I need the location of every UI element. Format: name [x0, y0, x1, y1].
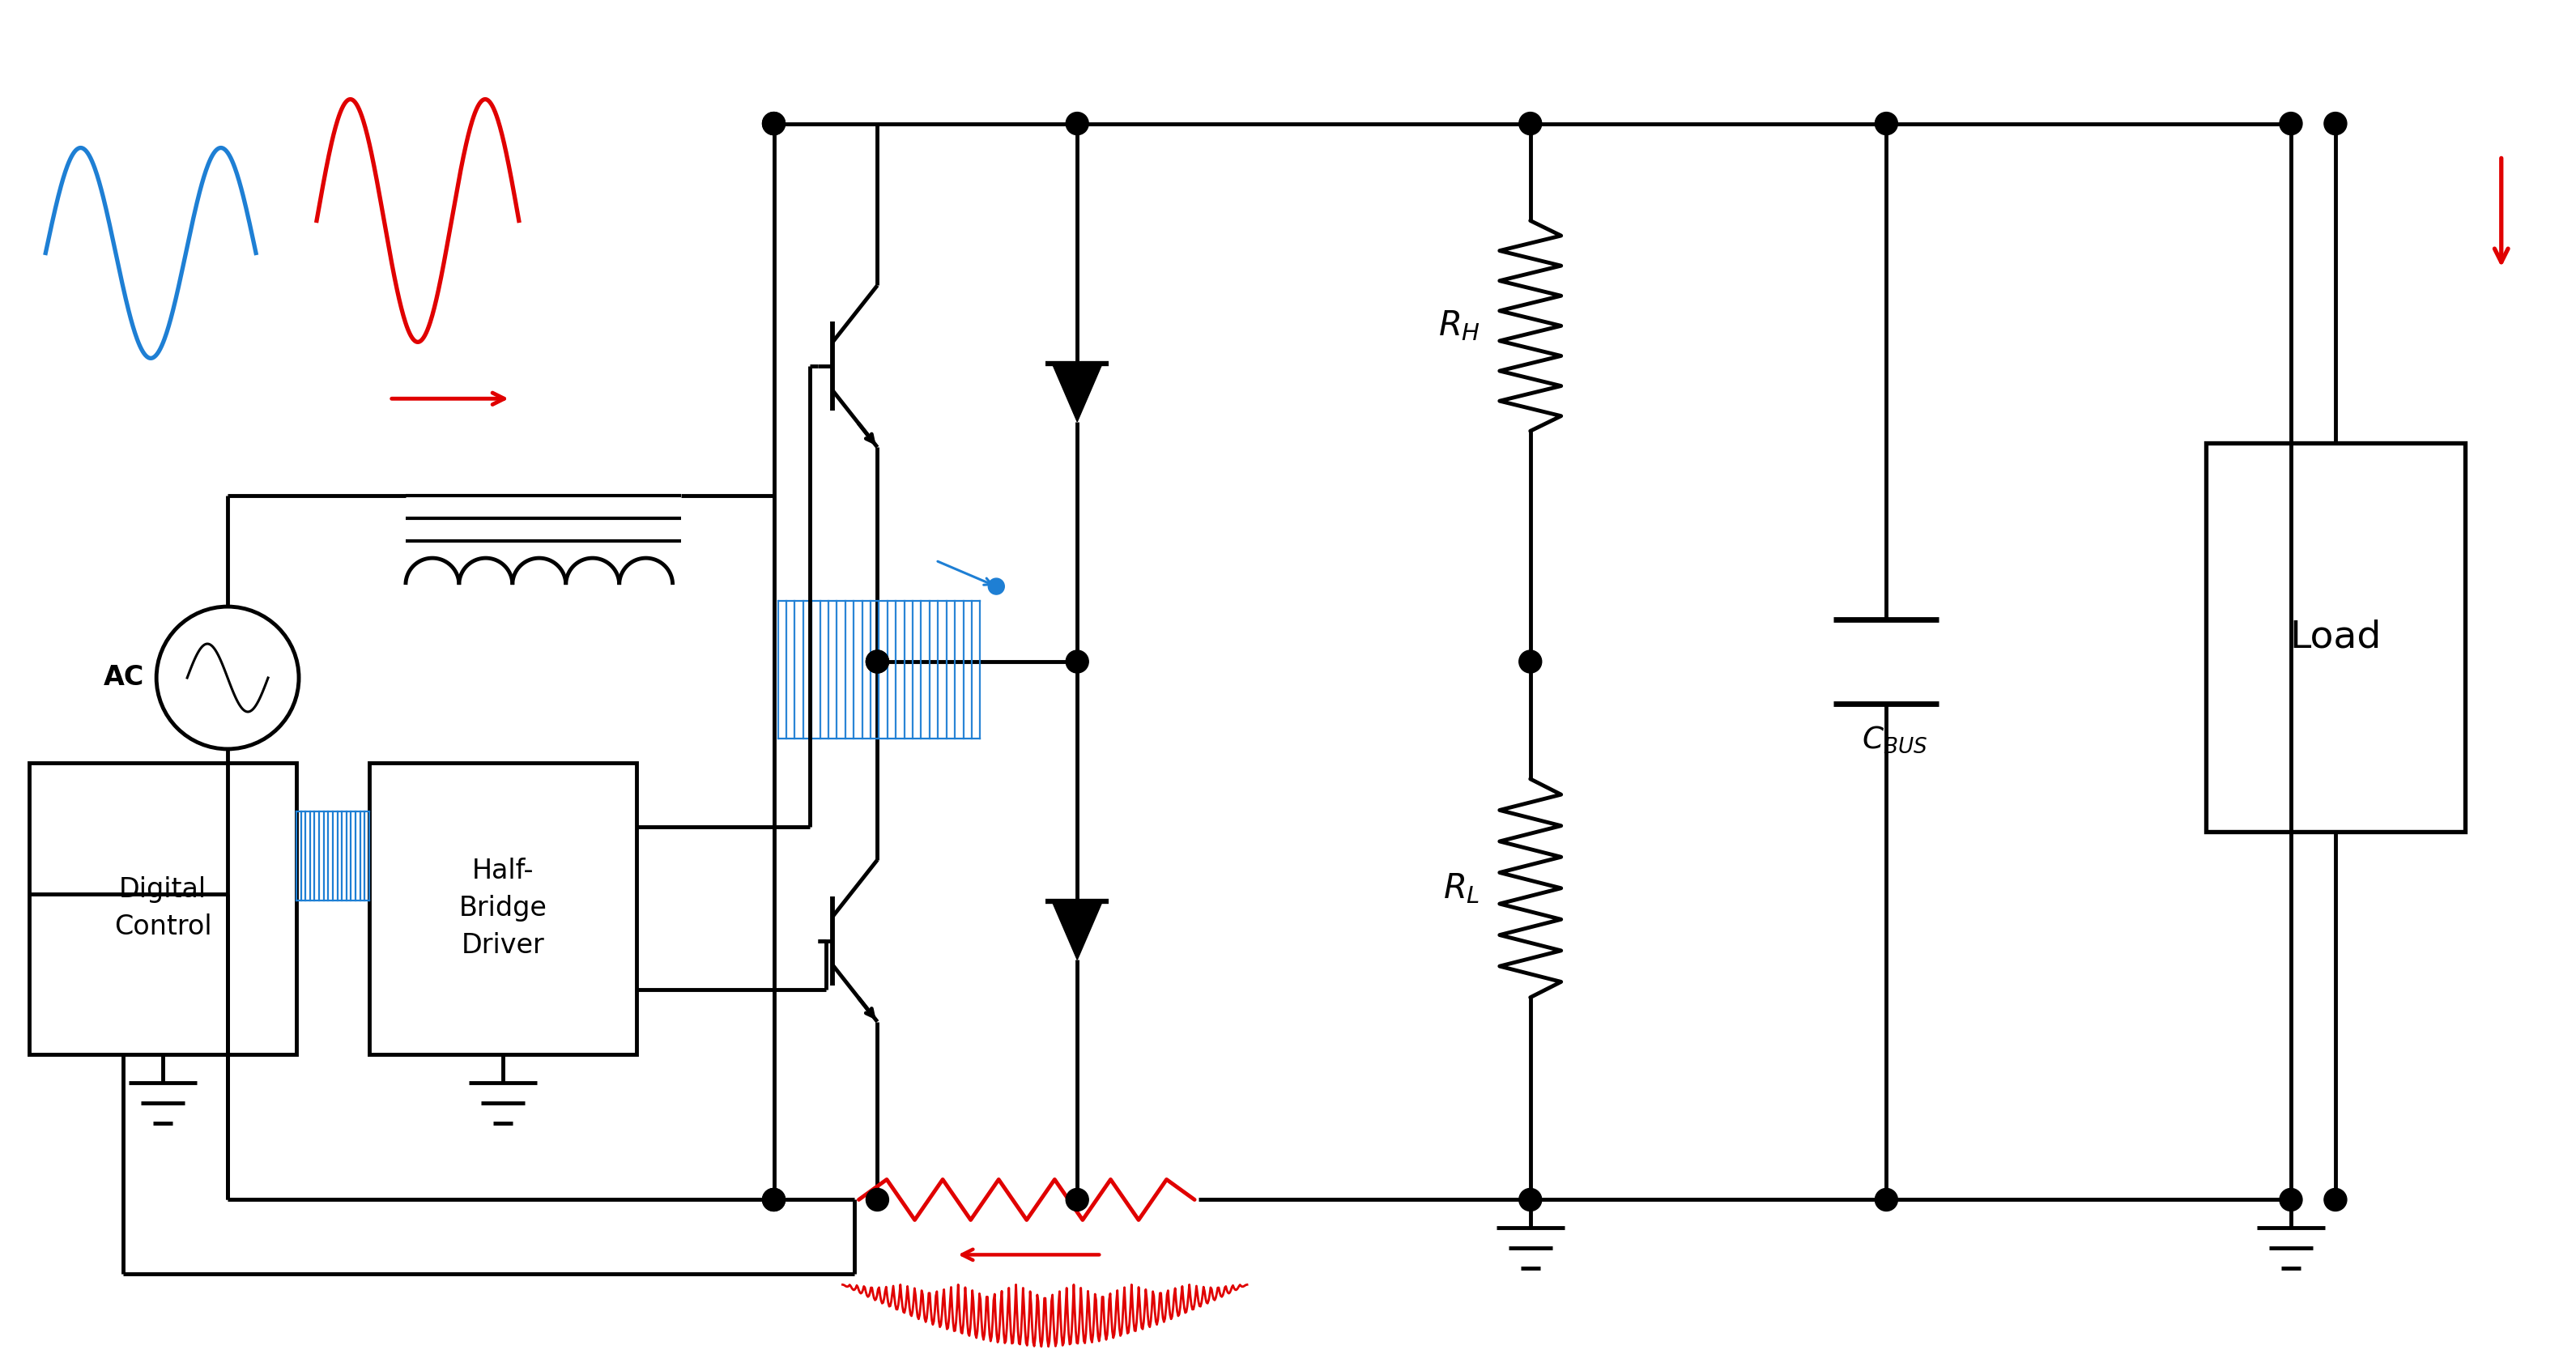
- Circle shape: [1875, 112, 1899, 135]
- Circle shape: [762, 1189, 786, 1210]
- Text: $C_{BUS}$: $C_{BUS}$: [1862, 724, 1927, 754]
- Circle shape: [2324, 112, 2347, 135]
- Text: $R_L$: $R_L$: [1443, 871, 1481, 906]
- Circle shape: [989, 578, 1005, 594]
- Text: Load: Load: [2290, 619, 2380, 655]
- Bar: [2205, 443, 2465, 831]
- Text: $R_H$: $R_H$: [1437, 309, 1481, 343]
- Circle shape: [1066, 1189, 1090, 1210]
- Circle shape: [762, 112, 786, 135]
- Circle shape: [866, 650, 889, 673]
- Circle shape: [1066, 650, 1090, 673]
- Bar: [28, 762, 296, 1053]
- Circle shape: [762, 1189, 786, 1210]
- Circle shape: [2280, 1189, 2303, 1210]
- Circle shape: [2280, 112, 2303, 135]
- Circle shape: [1066, 112, 1090, 135]
- Circle shape: [866, 1189, 889, 1210]
- Bar: [368, 762, 636, 1053]
- Circle shape: [1520, 1189, 1540, 1210]
- Text: Digital
Control: Digital Control: [113, 876, 211, 941]
- Circle shape: [762, 112, 786, 135]
- Circle shape: [1520, 112, 1540, 135]
- Circle shape: [866, 650, 889, 673]
- Circle shape: [2324, 1189, 2347, 1210]
- Polygon shape: [1051, 363, 1103, 421]
- Circle shape: [1875, 1189, 1899, 1210]
- Circle shape: [1520, 650, 1540, 673]
- Text: AC: AC: [103, 665, 144, 691]
- Polygon shape: [1051, 902, 1103, 960]
- Text: Half-
Bridge
Driver: Half- Bridge Driver: [459, 858, 546, 959]
